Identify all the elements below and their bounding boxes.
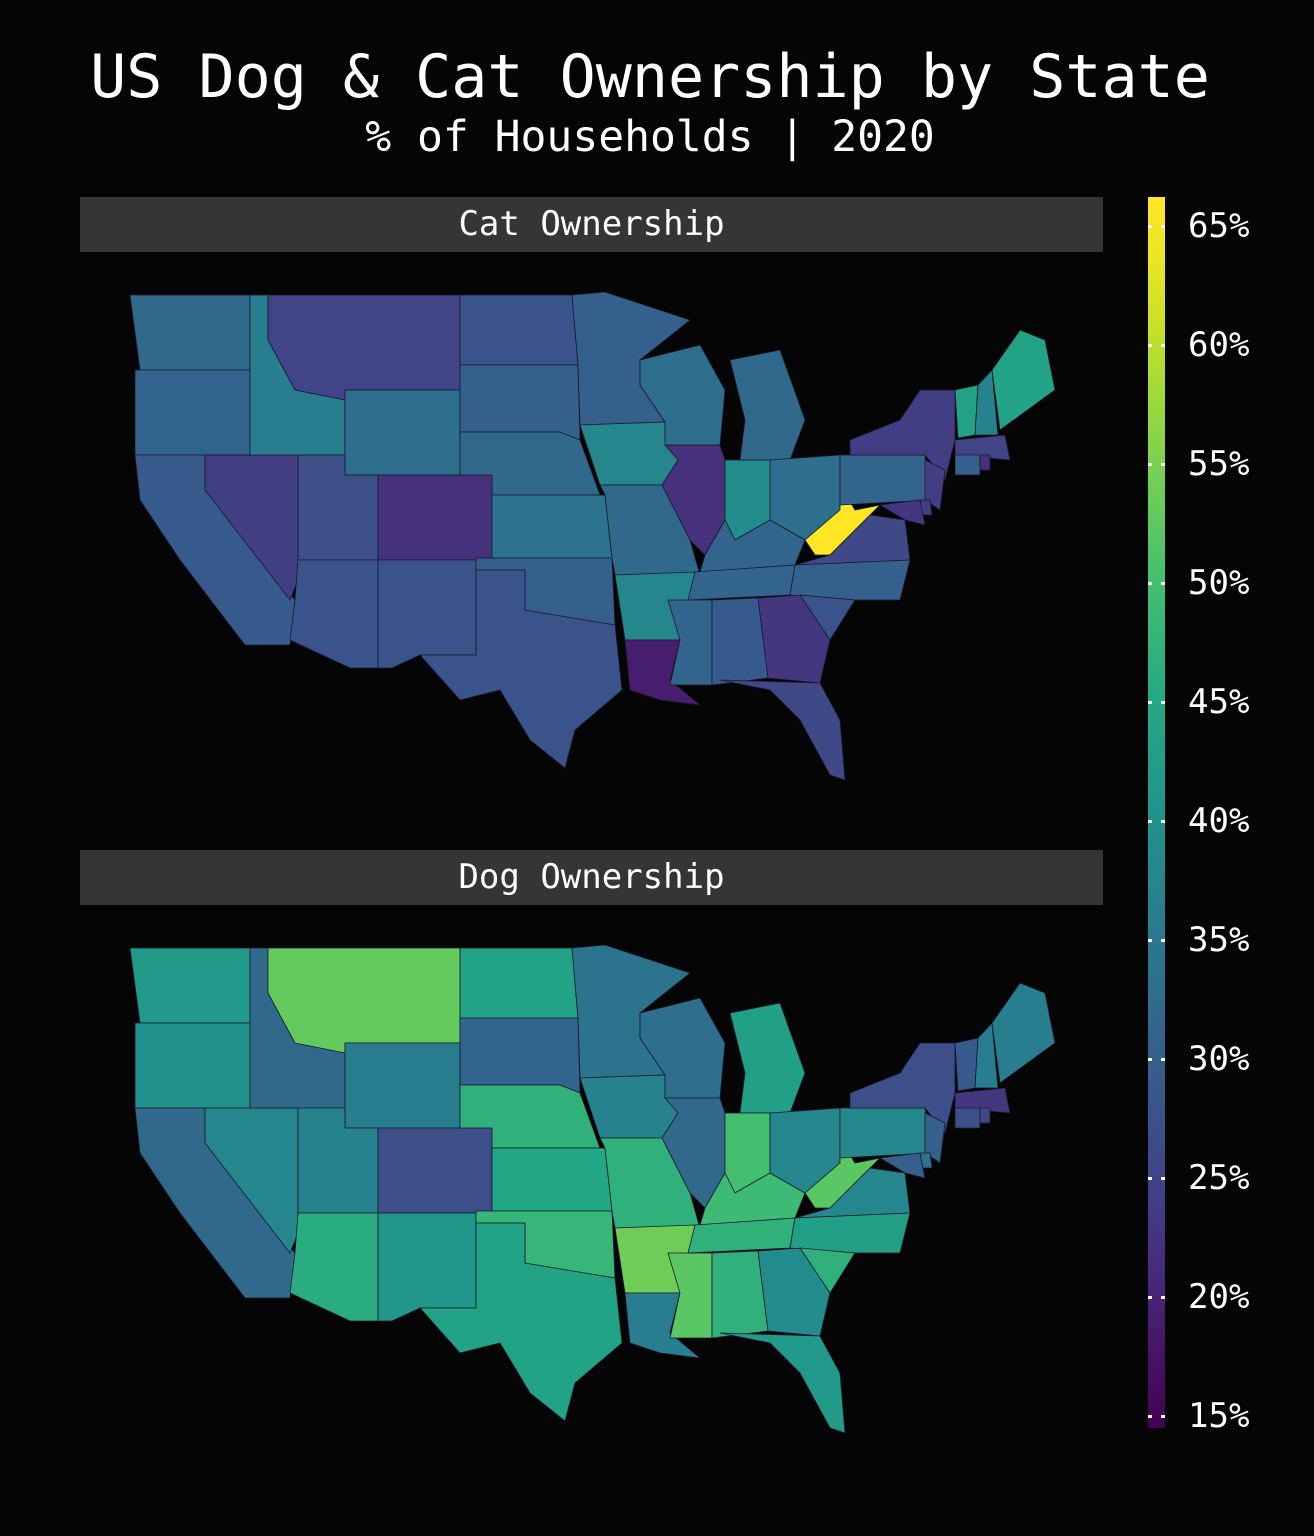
state-ks[interactable] <box>491 494 613 559</box>
state-fl[interactable] <box>719 1332 846 1434</box>
state-az[interactable] <box>289 559 379 669</box>
colorbar-tick-mark <box>1161 343 1165 347</box>
colorbar-tick-label: 65% <box>1188 205 1250 246</box>
state-pa[interactable] <box>839 1107 931 1159</box>
state-nm[interactable] <box>377 1212 477 1322</box>
panel-title-dog: Dog Ownership <box>80 850 1103 905</box>
state-mt[interactable] <box>267 947 461 1054</box>
state-nc[interactable] <box>789 559 911 601</box>
state-mi[interactable] <box>729 349 806 461</box>
state-ks[interactable] <box>491 1147 613 1212</box>
colorbar-tick-mark <box>1161 462 1165 466</box>
state-sd[interactable] <box>459 1017 581 1094</box>
state-mt[interactable] <box>267 294 461 401</box>
state-ct[interactable] <box>954 454 981 476</box>
colorbar-tick-mark <box>1148 343 1152 347</box>
state-me[interactable] <box>991 982 1056 1084</box>
colorbar-tick-mark <box>1148 581 1152 585</box>
state-ia[interactable] <box>579 1074 679 1139</box>
cat-ownership-map <box>129 291 1056 781</box>
colorbar-tick-label: 30% <box>1188 1038 1250 1079</box>
state-ma[interactable] <box>954 434 1011 461</box>
state-co[interactable] <box>377 474 493 561</box>
state-sc[interactable] <box>799 1247 856 1294</box>
state-wy[interactable] <box>344 1042 461 1129</box>
state-nj[interactable] <box>924 459 946 511</box>
colorbar-tick-mark <box>1161 700 1165 704</box>
state-nh[interactable] <box>974 369 999 436</box>
colorbar-tick-mark <box>1148 462 1152 466</box>
chart-subtitle: % of Households | 2020 <box>365 112 935 162</box>
state-tx[interactable] <box>419 1222 623 1422</box>
state-nd[interactable] <box>459 947 579 1019</box>
state-md[interactable] <box>878 1152 926 1179</box>
state-nc[interactable] <box>789 1212 911 1254</box>
colorbar-tick-label: 35% <box>1188 919 1250 960</box>
colorbar-tick-mark <box>1161 819 1165 823</box>
state-sd[interactable] <box>459 364 581 441</box>
state-wy[interactable] <box>344 389 461 476</box>
state-ms[interactable] <box>667 599 713 686</box>
colorbar-tick-mark <box>1148 700 1152 704</box>
colorbar-tick-mark <box>1148 819 1152 823</box>
colorbar-tick-mark <box>1148 938 1152 942</box>
chart-title: US Dog & Cat Ownership by State <box>90 42 1210 112</box>
dog-ownership-map <box>129 944 1056 1434</box>
state-ri[interactable] <box>979 1107 991 1124</box>
state-or[interactable] <box>134 369 251 456</box>
panel-title-cat: Cat Ownership <box>80 197 1103 252</box>
state-tx[interactable] <box>419 569 623 769</box>
colorbar-tick-mark <box>1148 1057 1152 1061</box>
state-vt[interactable] <box>954 1037 979 1092</box>
state-me[interactable] <box>991 329 1056 431</box>
colorbar-tick-mark <box>1161 224 1165 228</box>
colorbar-tick-mark <box>1161 581 1165 585</box>
colorbar-tick-mark <box>1161 1296 1165 1300</box>
state-or[interactable] <box>134 1022 251 1109</box>
state-mi[interactable] <box>729 1002 806 1114</box>
state-co[interactable] <box>377 1127 493 1214</box>
colorbar-tick-label: 50% <box>1188 562 1250 603</box>
state-nj[interactable] <box>924 1112 946 1164</box>
colorbar-tick-mark <box>1148 1296 1152 1300</box>
state-nh[interactable] <box>974 1022 999 1089</box>
state-az[interactable] <box>289 1212 379 1322</box>
colorbar-tick-mark <box>1148 1415 1152 1419</box>
colorbar-tick-label: 15% <box>1188 1396 1250 1437</box>
state-sc[interactable] <box>799 594 856 641</box>
state-ms[interactable] <box>667 1252 713 1339</box>
colorbar-tick-label: 40% <box>1188 800 1250 841</box>
state-nm[interactable] <box>377 559 477 669</box>
colorbar <box>1148 197 1165 1428</box>
colorbar-tick-mark <box>1148 1176 1152 1180</box>
state-ia[interactable] <box>579 421 679 486</box>
state-ct[interactable] <box>954 1107 981 1129</box>
state-ma[interactable] <box>954 1087 1011 1114</box>
state-nd[interactable] <box>459 294 579 366</box>
colorbar-tick-label: 55% <box>1188 443 1250 484</box>
colorbar-tick-mark <box>1161 1415 1165 1419</box>
colorbar-tick-mark <box>1161 938 1165 942</box>
colorbar-tick-mark <box>1161 1176 1165 1180</box>
colorbar-tick-label: 60% <box>1188 324 1250 365</box>
colorbar-tick-label: 20% <box>1188 1277 1250 1318</box>
state-pa[interactable] <box>839 454 931 506</box>
state-md[interactable] <box>878 499 926 526</box>
colorbar-tick-label: 25% <box>1188 1157 1250 1198</box>
state-wa[interactable] <box>129 294 251 371</box>
state-vt[interactable] <box>954 384 979 439</box>
state-fl[interactable] <box>719 679 846 781</box>
colorbar-tick-label: 45% <box>1188 681 1250 722</box>
state-ri[interactable] <box>979 454 991 471</box>
colorbar-tick-mark <box>1148 224 1152 228</box>
colorbar-tick-mark <box>1161 1057 1165 1061</box>
state-wa[interactable] <box>129 947 251 1024</box>
